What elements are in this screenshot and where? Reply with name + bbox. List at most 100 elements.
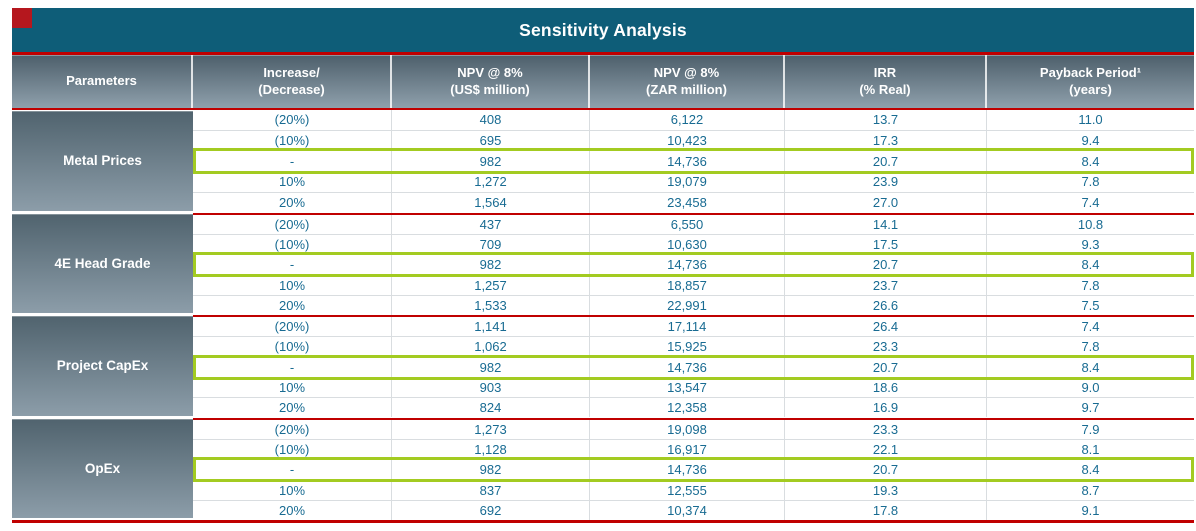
cell-payback: 7.4 [1081,319,1100,335]
column-header-npv-zar: NPV @ 8% (ZAR million) [590,55,785,108]
cell-irr: 14.1 [785,214,987,234]
parameter-label: Project CapEx [12,316,193,416]
cell-change: (10%) [193,130,392,151]
cell-npv-zar: 14,736 [590,151,785,172]
cell-npv-zar: 10,630 [590,234,785,255]
table-row: 10% 837 12,555 19.3 8.7 [193,479,1194,500]
cell-npv-zar: 15,925 [590,337,785,357]
parameter-group: 4E Head Grade (20%) 437 6,550 14.1 10.8 (10%) 7… [12,212,1194,316]
group-rows: (20%) 437 6,550 14.1 10.8 (10%) 709 10,630 17.5 9… [193,212,1194,316]
cell-npv-zar: 16,917 [590,439,785,460]
cell-irr: 23.3 [785,419,987,439]
table-row: (10%) 695 10,423 17.3 9.4 [193,129,1194,151]
cell-payback: 7.4 [1081,195,1100,211]
cell-change: 20% [193,295,392,315]
cell-payback: 9.3 [1081,236,1100,252]
cell-change: (20%) [193,214,392,234]
red-accent-square [12,8,32,28]
cell-npv-usd: 982 [392,460,590,480]
cell-npv-usd: 1,533 [392,295,590,315]
cell-npv-zar: 13,547 [590,377,785,398]
cell-irr: 13.7 [785,110,987,130]
cell-irr: 20.7 [785,460,987,480]
cell-payback: 11.0 [1078,112,1103,128]
cell-npv-zar: 6,122 [590,110,785,130]
cell-change: 10% [193,275,392,295]
cell-npv-usd: 1,128 [392,439,590,460]
cell-irr: 20.7 [785,151,987,172]
cell-change: (10%) [193,234,392,255]
parameter-group: Metal Prices (20%) 408 6,122 13.7 11.0 (10%) 69… [12,110,1194,213]
table-row: 20% 1,533 22,991 26.6 7.5 [193,294,1194,315]
cell-irr: 20.7 [785,255,987,275]
base-case-row: -982 14,736 20.7 8.4 [193,354,1194,381]
column-header-text: (% Real) [859,81,911,97]
cell-irr: 19.3 [785,480,987,500]
cell-payback: 8.4 [1081,257,1100,273]
cell-npv-zar: 22,991 [590,295,785,315]
cell-npv-usd: 982 [392,255,590,275]
page-title: Sensitivity Analysis [519,19,687,40]
cell-irr: 23.7 [785,275,987,295]
cell-change: - [193,460,392,480]
column-header-text: Parameters [66,73,137,89]
cell-npv-usd: 1,062 [392,337,590,357]
cell-npv-usd: 982 [392,357,590,377]
cell-irr: 22.1 [785,439,987,460]
cell-npv-usd: 903 [392,377,590,398]
cell-irr: 17.5 [785,234,987,255]
cell-irr: 20.7 [785,357,987,377]
cell-npv-zar: 18,857 [590,275,785,295]
cell-npv-usd: 1,564 [392,192,590,213]
cell-change: - [193,357,392,377]
cell-payback: 9.4 [1081,133,1100,149]
cell-npv-zar: 14,736 [590,357,785,377]
table-row: (10%) 1,062 15,925 23.3 7.8 [193,336,1194,357]
parameter-group: OpEx (20%) 1,273 19,098 23.3 7.9 (10%) 1,128 16,… [12,417,1194,521]
cell-npv-usd: 1,272 [392,172,590,192]
cell-change: 10% [193,480,392,500]
column-header-text: Increase/ [263,64,320,80]
cell-payback: 10.8 [1077,216,1104,232]
column-header-text: NPV @ 8% [653,64,720,80]
cell-irr: 17.3 [785,130,987,151]
table-row: 20% 692 10,374 17.8 9.1 [193,499,1194,520]
cell-payback: 8.1 [1081,441,1100,457]
cell-npv-zar: 14,736 [590,255,785,275]
table-row: 10% 1,272 19,079 23.9 7.8 [193,171,1194,192]
cell-change: 20% [193,192,392,213]
cell-npv-zar: 12,555 [590,480,785,500]
cell-irr: 26.4 [785,317,987,337]
table-row: (20%) 1,141 17,114 26.4 7.4 [193,317,1194,337]
cell-npv-usd: 1,257 [392,275,590,295]
cell-change: (10%) [193,439,392,460]
cell-change: 10% [193,377,392,398]
sensitivity-table: Sensitivity Analysis Parameters Increase/… [12,8,1194,523]
title-bar: Sensitivity Analysis [12,8,1194,52]
cell-payback: 8.4 [1081,359,1100,375]
top-red-rule [12,52,1194,55]
cell-change: (20%) [193,110,392,130]
cell-change: 10% [193,172,392,192]
cell-npv-zar: 10,423 [590,130,785,151]
cell-irr: 23.9 [785,172,987,192]
cell-change: - [193,255,392,275]
column-header-text: NPV @ 8% [457,64,523,80]
cell-payback: 7.8 [1081,174,1100,190]
column-header-change: Increase/(Decrease) [193,55,392,108]
cell-npv-zar: 10,374 [590,500,785,520]
cell-npv-usd: 695 [392,130,590,151]
base-case-row: -982 14,736 20.7 8.4 [193,148,1194,174]
table-header-row: Parameters Increase/(Decrease) NPV @ 8% (US… [12,55,1194,108]
cell-payback: 7.8 [1081,339,1100,355]
cell-npv-zar: 23,458 [590,192,785,213]
cell-npv-usd: 1,141 [392,317,590,337]
cell-npv-zar: 6,550 [590,214,785,234]
column-header-text: (years) [1069,81,1112,97]
column-header-text: Payback Period¹ [1039,64,1142,80]
table-row: 10% 1,257 18,857 23.7 7.8 [193,274,1194,295]
table-row: 10% 903 13,547 18.6 9.0 [193,376,1194,398]
table-body: Metal Prices (20%) 408 6,122 13.7 11.0 (10%) 69… [12,110,1194,520]
cell-change: 20% [193,398,392,418]
